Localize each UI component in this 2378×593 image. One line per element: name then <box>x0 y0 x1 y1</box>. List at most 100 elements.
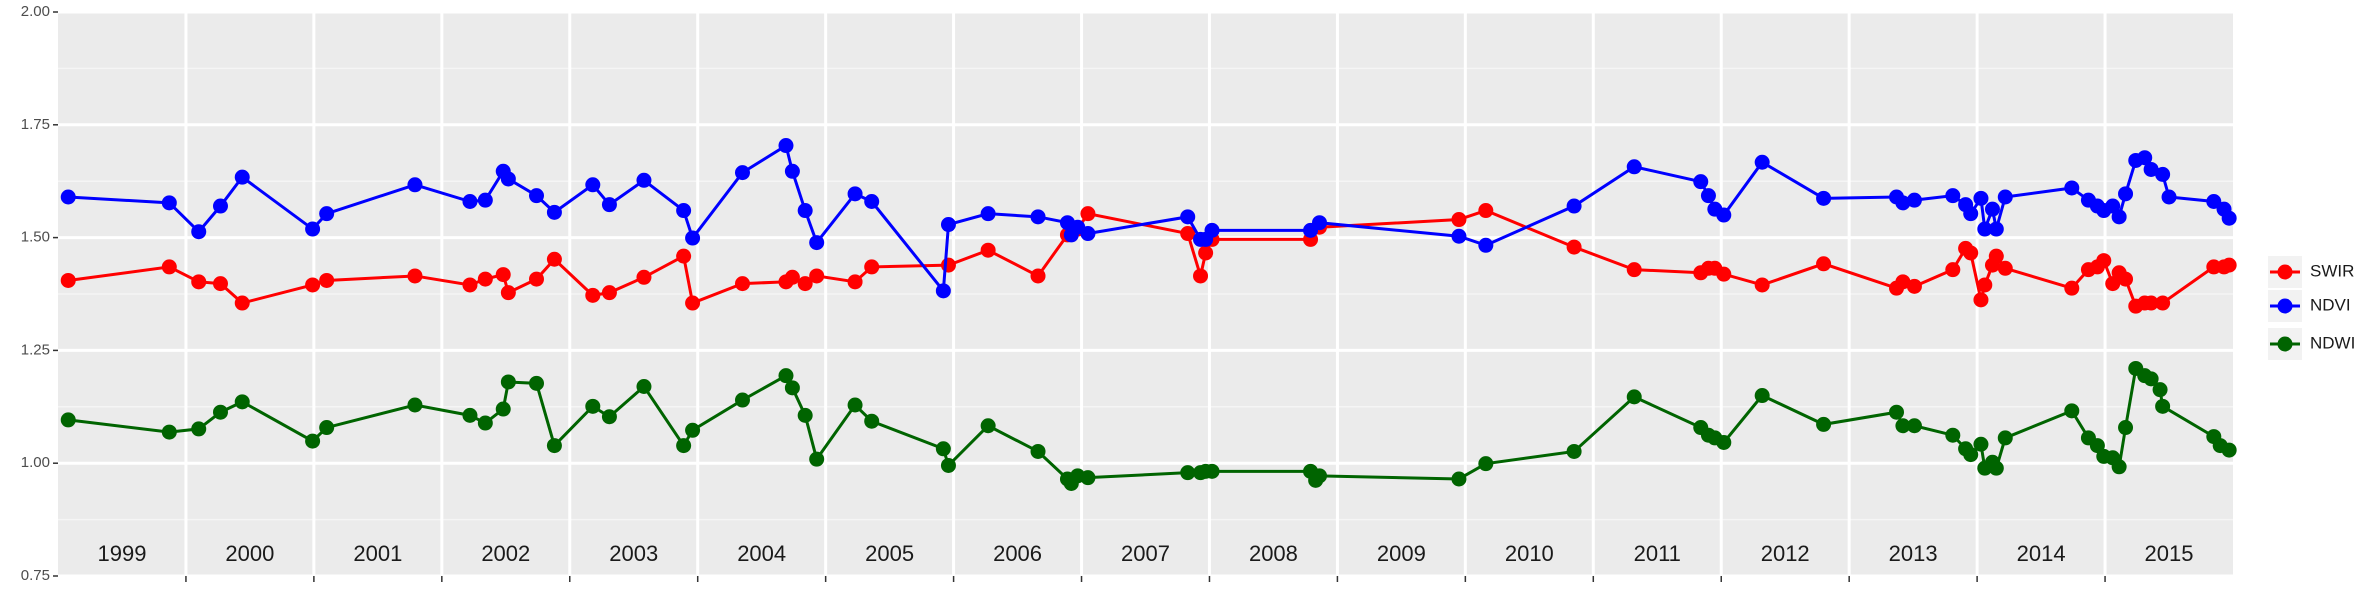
data-point <box>161 195 177 211</box>
data-point <box>1945 427 1961 443</box>
data-point <box>1963 245 1979 261</box>
data-point <box>797 407 813 423</box>
data-point <box>407 177 423 193</box>
data-point <box>1997 260 2013 276</box>
data-point <box>1193 268 1209 284</box>
data-point <box>546 204 562 220</box>
data-point <box>2143 371 2159 387</box>
data-point <box>191 421 207 437</box>
data-point <box>60 189 76 205</box>
data-point <box>2105 276 2121 292</box>
data-point <box>2096 253 2112 269</box>
data-point <box>1963 206 1979 222</box>
data-point <box>2118 271 2134 287</box>
data-point <box>319 206 335 222</box>
data-point <box>1973 436 1989 452</box>
y-tick-label: 1.00 <box>21 454 50 471</box>
data-point <box>1312 468 1327 484</box>
data-point <box>1895 418 1911 434</box>
data-point <box>980 242 996 258</box>
data-point <box>734 276 750 292</box>
data-point <box>685 295 701 311</box>
data-point <box>191 224 207 240</box>
data-point <box>980 206 996 222</box>
data-point <box>1030 209 1046 225</box>
data-point <box>784 269 800 285</box>
data-point <box>1754 388 1770 404</box>
data-point <box>1977 221 1993 237</box>
data-point <box>778 368 794 384</box>
data-point <box>495 267 511 283</box>
data-point <box>1080 470 1096 486</box>
data-point <box>585 398 601 414</box>
year-label: 2013 <box>1889 541 1938 566</box>
year-label: 2006 <box>993 541 1042 566</box>
data-point <box>1180 226 1196 242</box>
data-point <box>1945 262 1961 278</box>
data-point <box>212 198 228 214</box>
data-point <box>234 394 250 410</box>
year-label: 2014 <box>2017 541 2066 566</box>
data-point <box>2089 438 2105 454</box>
data-point <box>636 378 652 394</box>
data-point <box>1973 292 1989 308</box>
data-point <box>1997 189 2013 205</box>
data-point <box>734 392 750 408</box>
data-point <box>2152 382 2168 398</box>
y-tick-label: 2.00 <box>21 3 50 20</box>
data-point <box>2221 257 2237 273</box>
data-point <box>1478 237 1494 253</box>
data-point <box>940 257 956 273</box>
data-point <box>495 401 511 417</box>
year-label: 2011 <box>1634 541 1681 566</box>
year-label: 2000 <box>225 541 274 566</box>
data-point <box>864 194 880 210</box>
data-point <box>546 251 562 267</box>
data-point <box>1816 190 1832 206</box>
data-point <box>407 397 423 413</box>
data-point <box>1451 471 1467 487</box>
year-label: 2010 <box>1505 541 1554 566</box>
data-point <box>1816 416 1832 432</box>
data-point <box>1988 460 2004 476</box>
data-point <box>1816 256 1832 272</box>
data-point <box>477 271 493 287</box>
data-point <box>1988 248 2004 264</box>
data-point <box>2118 186 2134 202</box>
data-point <box>60 272 76 288</box>
data-point <box>161 424 177 440</box>
data-point <box>477 192 493 208</box>
data-point <box>1895 195 1911 211</box>
data-point <box>407 268 423 284</box>
data-point <box>847 397 863 413</box>
data-point <box>1977 277 1993 293</box>
data-point <box>1030 443 1046 459</box>
data-point <box>1030 268 1046 284</box>
data-point <box>847 186 863 202</box>
year-label: 2003 <box>609 541 658 566</box>
y-tick-label: 1.75 <box>21 116 50 133</box>
data-point <box>601 197 617 213</box>
data-point <box>734 165 750 181</box>
data-point <box>462 277 478 293</box>
year-label: 2001 <box>353 541 402 566</box>
data-point <box>864 413 880 429</box>
year-label: 1999 <box>97 541 146 566</box>
data-point <box>1626 389 1642 405</box>
data-point <box>1973 190 1989 206</box>
legend-label: NDWI <box>2310 333 2355 352</box>
data-point <box>2064 403 2080 419</box>
data-point <box>1716 434 1732 450</box>
data-point <box>161 259 177 275</box>
data-point <box>585 177 601 193</box>
data-point <box>2221 210 2237 226</box>
data-point <box>784 380 800 396</box>
data-point <box>60 412 76 428</box>
data-point <box>1451 228 1467 244</box>
data-point <box>1180 209 1196 225</box>
data-point <box>1988 221 2004 237</box>
data-point <box>2105 198 2121 214</box>
data-point <box>685 422 701 438</box>
year-label: 2008 <box>1249 541 1298 566</box>
